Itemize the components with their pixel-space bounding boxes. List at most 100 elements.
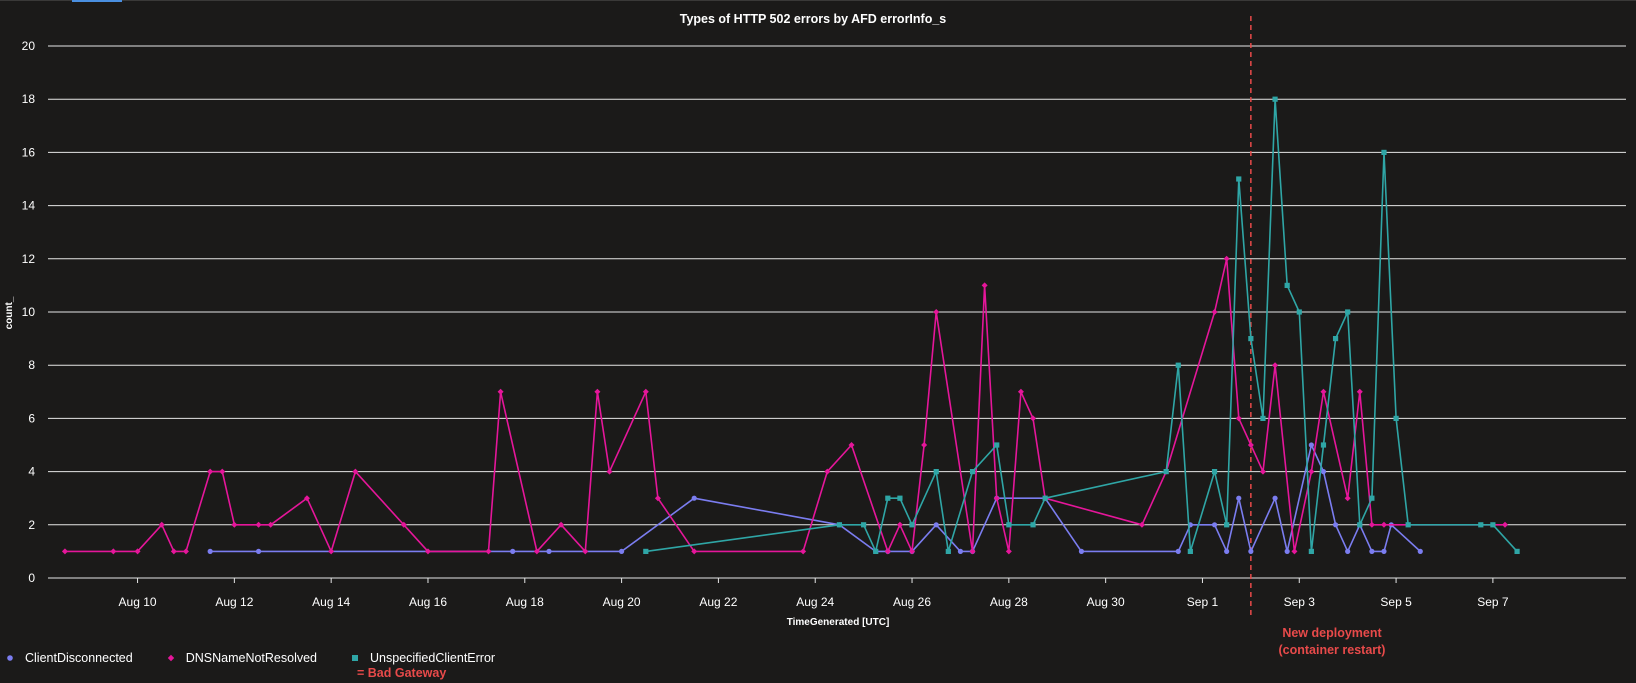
data-point <box>1236 495 1242 501</box>
x-tick-label: Aug 30 <box>1087 595 1125 609</box>
data-point <box>558 521 565 528</box>
data-point <box>1211 309 1218 315</box>
x-tick-label: Sep 7 <box>1477 595 1509 609</box>
data-point <box>1187 548 1193 554</box>
data-point <box>1224 522 1230 528</box>
x-axis-label: TimeGenerated [UTC] <box>787 617 890 628</box>
data-point <box>1235 415 1242 422</box>
data-point <box>1345 309 1351 315</box>
data-point <box>303 495 310 502</box>
data-point <box>594 388 601 395</box>
data-point <box>933 469 939 475</box>
x-tick-label: Sep 5 <box>1380 595 1412 609</box>
x-tick-label: Aug 10 <box>119 595 157 609</box>
square-marker-icon <box>352 655 359 661</box>
legend-label: DNSNameNotResolved <box>185 651 318 665</box>
deployment-annotation-label: New deployment (container restart) <box>1262 625 1402 659</box>
y-tick-label: 12 <box>22 252 36 266</box>
y-tick-label: 0 <box>28 571 35 585</box>
y-tick-label: 10 <box>22 305 36 319</box>
data-point <box>1042 495 1048 501</box>
data-point <box>1357 522 1363 528</box>
data-point <box>219 468 226 475</box>
data-point <box>1236 176 1242 182</box>
legend: ClientDisconnected DNSNameNotResolved Un… <box>6 648 529 668</box>
y-tick-label: 2 <box>28 518 35 532</box>
data-point <box>1247 442 1254 448</box>
data-point <box>897 495 903 501</box>
data-point <box>933 309 940 315</box>
data-point <box>1017 388 1024 395</box>
data-point <box>1006 522 1012 528</box>
data-point <box>861 522 867 528</box>
data-point <box>1296 309 1302 315</box>
data-point <box>1260 415 1266 421</box>
data-point <box>1005 548 1012 555</box>
data-point <box>1332 522 1339 528</box>
data-point <box>1248 336 1254 342</box>
data-point <box>800 548 807 555</box>
data-point <box>969 548 976 555</box>
data-point <box>1356 388 1363 395</box>
data-point <box>533 548 540 555</box>
x-tick-label: Aug 22 <box>699 595 737 609</box>
data-point <box>933 522 939 528</box>
data-point <box>606 468 613 475</box>
data-point <box>836 522 843 528</box>
series-line <box>645 98 1518 553</box>
data-point <box>994 442 1000 448</box>
data-point <box>1284 548 1290 555</box>
data-point <box>691 548 698 555</box>
data-point <box>1272 495 1278 501</box>
data-point <box>1284 282 1290 288</box>
data-point <box>582 548 589 555</box>
data-point <box>993 495 1000 502</box>
legend-item-unspecifiedclienterror[interactable]: UnspecifiedClientError <box>351 651 495 665</box>
legend-item-dnsnamenotresolved[interactable]: DNSNameNotResolved <box>167 651 317 665</box>
data-point <box>1320 388 1327 395</box>
data-point <box>1393 415 1399 421</box>
bad-gateway-note: = Bad Gateway <box>357 666 447 680</box>
legend-item-clientdisconnected[interactable]: ClientDisconnected <box>6 651 133 665</box>
x-tick-label: Aug 18 <box>506 595 544 609</box>
deployment-annotation-line2: (container restart) <box>1278 643 1386 657</box>
y-tick-label: 6 <box>28 411 35 425</box>
data-point <box>400 521 407 528</box>
y-tick-label: 16 <box>22 145 36 159</box>
data-point <box>1272 96 1278 102</box>
data-point <box>1211 469 1218 475</box>
data-point <box>1514 548 1520 554</box>
active-tab-indicator[interactable] <box>72 0 122 2</box>
data-point <box>182 548 189 555</box>
data-point <box>1138 521 1145 528</box>
data-point <box>352 468 359 475</box>
data-point <box>231 521 238 528</box>
data-point <box>255 521 262 528</box>
data-point <box>485 548 492 555</box>
data-point <box>1369 495 1375 501</box>
data-point <box>134 548 141 555</box>
data-point <box>1291 548 1298 555</box>
data-point <box>848 442 855 448</box>
axes: 0 2 4 6 8 10 12 14 16 18 20 Aug 10 Aug 12 Aug 14 Aug 1… <box>22 39 1509 609</box>
data-point <box>618 548 625 555</box>
deployment-annotation-line1: New deployment <box>1282 626 1382 640</box>
data-point <box>1381 149 1387 155</box>
y-tick-label: 4 <box>28 465 35 479</box>
data-point <box>328 548 335 555</box>
data-point <box>255 548 262 555</box>
data-point <box>1381 548 1387 555</box>
data-point <box>1345 548 1351 555</box>
data-point <box>1308 468 1315 475</box>
data-point <box>510 548 516 555</box>
data-point <box>207 548 213 555</box>
data-point <box>207 468 214 475</box>
data-point <box>909 522 915 528</box>
data-point <box>1224 548 1230 555</box>
data-point <box>1490 522 1496 528</box>
data-point <box>1320 442 1327 448</box>
data-point <box>497 388 504 395</box>
series-line <box>64 257 1505 553</box>
